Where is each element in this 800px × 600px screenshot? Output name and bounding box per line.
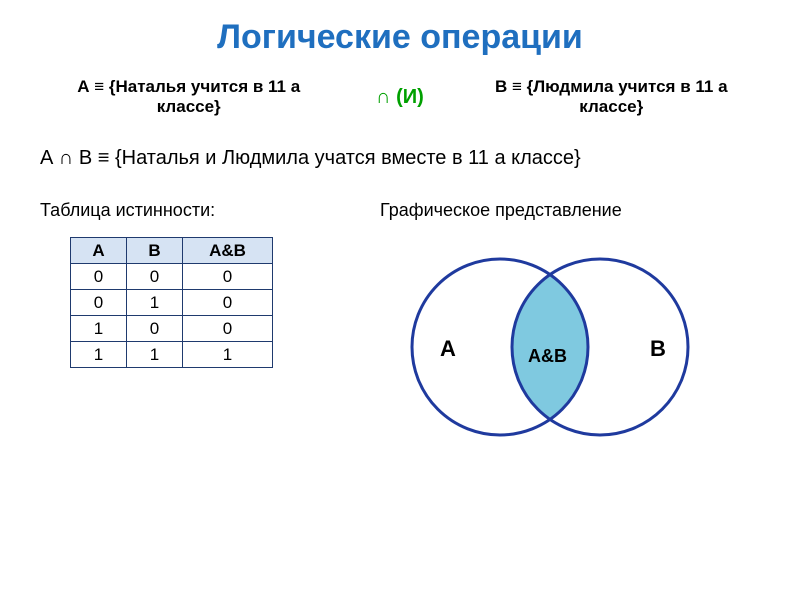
title-text: Логические операции — [217, 18, 583, 56]
venn-label-a: А — [440, 336, 456, 362]
table-header-row: АВА&В — [71, 238, 273, 264]
venn-label-b: В — [650, 336, 666, 362]
venn-diagram: А В А&В — [380, 237, 720, 457]
table-body: 000010100111 — [71, 264, 273, 368]
conclusion-text: А ∩ В ≡ {Наталья и Людмила учатся вместе… — [0, 117, 800, 180]
definitions-row: А ≡ {Наталья учится в 11 а классе} ∩ (И)… — [0, 67, 800, 117]
table-header-cell: В — [127, 238, 183, 264]
table-cell: 1 — [127, 290, 183, 316]
venn-label-ab: А&В — [528, 346, 567, 367]
operator-and: ∩ (И) — [376, 86, 424, 109]
table-cell: 1 — [127, 342, 183, 368]
table-cell: 0 — [183, 316, 273, 342]
truth-table: АВА&В 000010100111 — [70, 237, 273, 368]
table-header-cell: А&В — [183, 238, 273, 264]
table-cell: 1 — [71, 316, 127, 342]
content-row: Таблица истинности: АВА&В 000010100111 Г… — [0, 180, 800, 457]
truth-table-label: Таблица истинности: — [40, 200, 340, 221]
table-row: 000 — [71, 264, 273, 290]
table-header-cell: А — [71, 238, 127, 264]
definition-b: В ≡ {Людмила учится в 11 а классе} — [481, 77, 741, 117]
page-title: Логические операции — [0, 0, 800, 67]
table-cell: 1 — [183, 342, 273, 368]
table-cell: 0 — [71, 290, 127, 316]
table-row: 010 — [71, 290, 273, 316]
venn-label: Графическое представление — [380, 200, 760, 221]
table-row: 111 — [71, 342, 273, 368]
table-cell: 0 — [183, 290, 273, 316]
table-cell: 1 — [71, 342, 127, 368]
table-cell: 0 — [71, 264, 127, 290]
truth-table-section: Таблица истинности: АВА&В 000010100111 — [40, 200, 340, 457]
definition-a: А ≡ {Наталья учится в 11 а классе} — [59, 77, 319, 117]
table-cell: 0 — [183, 264, 273, 290]
table-cell: 0 — [127, 316, 183, 342]
table-cell: 0 — [127, 264, 183, 290]
venn-section: Графическое представление А В А&В — [380, 200, 760, 457]
table-row: 100 — [71, 316, 273, 342]
